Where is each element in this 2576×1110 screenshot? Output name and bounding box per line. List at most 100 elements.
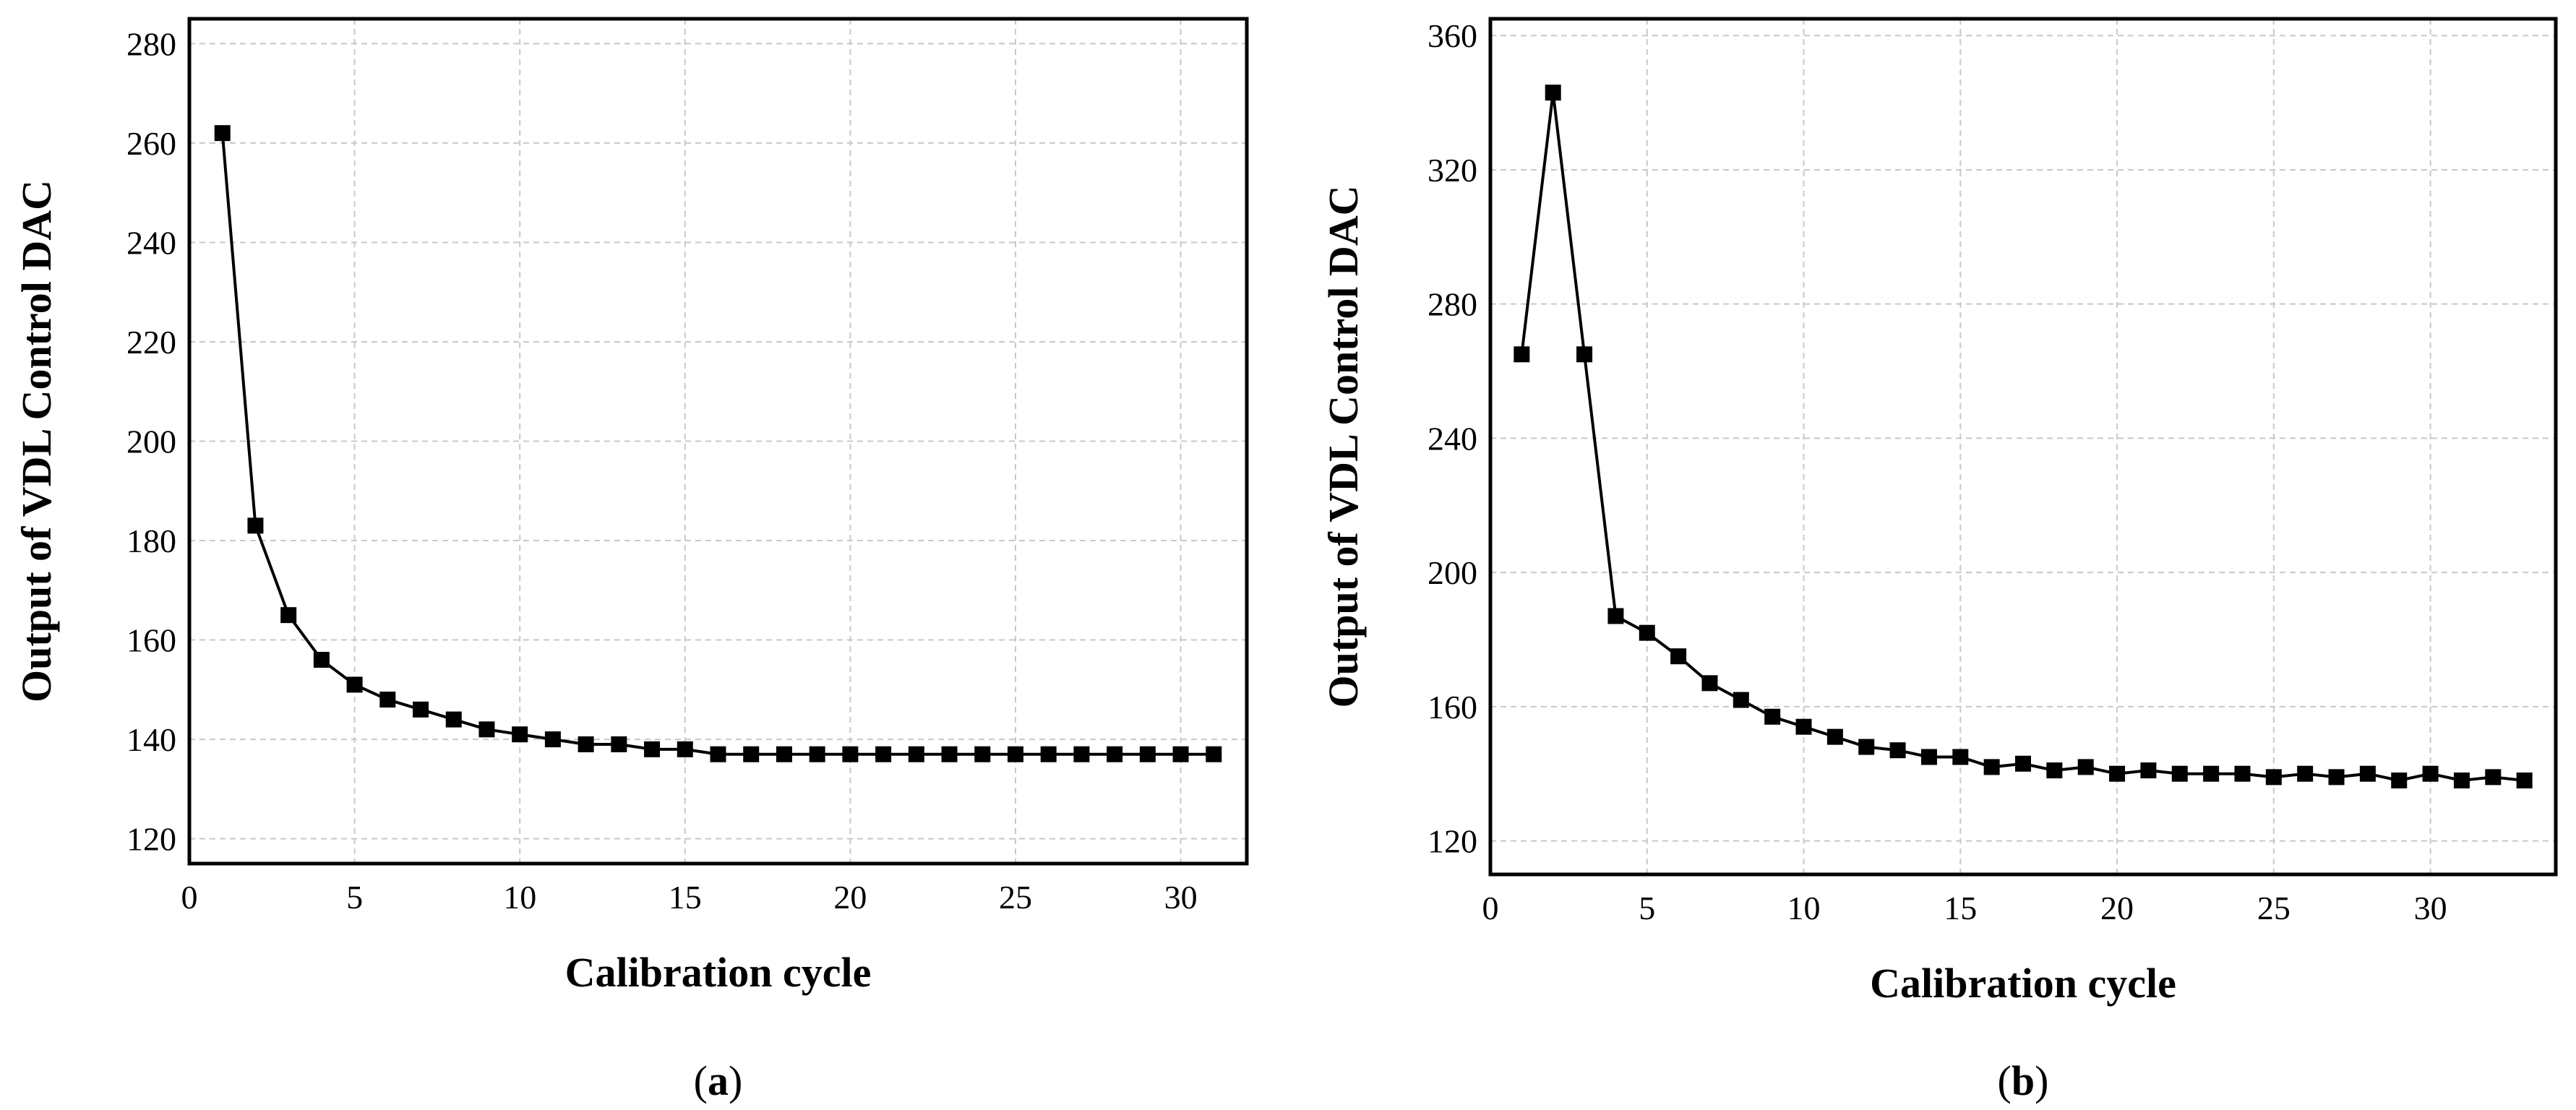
data-point xyxy=(445,711,462,728)
data-point xyxy=(908,746,924,762)
data-point xyxy=(346,676,363,693)
data-point xyxy=(2171,765,2188,782)
data-point xyxy=(578,736,594,752)
data-point xyxy=(809,746,825,762)
data-point xyxy=(1576,346,1593,363)
data-point xyxy=(2391,772,2408,788)
data-point xyxy=(1206,746,1222,762)
data-point xyxy=(611,736,627,752)
x-tick-label: 15 xyxy=(1944,890,1977,926)
x-tick-label: 25 xyxy=(999,879,1032,916)
y-axis-title: Output of VDL Control DAC xyxy=(1320,186,1367,708)
data-point xyxy=(1795,718,1812,735)
data-point xyxy=(2203,765,2220,782)
y-tick-label: 200 xyxy=(126,423,176,460)
y-tick-label: 180 xyxy=(126,522,176,559)
data-point xyxy=(1889,742,1906,759)
data-point xyxy=(2265,769,2282,786)
data-point xyxy=(1920,749,1937,765)
data-point xyxy=(2234,765,2251,782)
panel-caption: (b) xyxy=(1998,1057,2049,1104)
x-tick-label: 15 xyxy=(669,879,702,916)
data-point xyxy=(544,731,561,748)
data-point xyxy=(710,746,726,762)
data-point xyxy=(941,746,958,762)
x-tick-label: 0 xyxy=(1482,890,1499,926)
data-point xyxy=(1733,692,1749,708)
series-line xyxy=(1520,92,2525,783)
y-tick-label: 280 xyxy=(126,25,176,62)
x-tick-label: 25 xyxy=(2257,890,2291,926)
data-point xyxy=(478,721,495,738)
y-tick-label: 280 xyxy=(1427,286,1477,323)
data-point xyxy=(2359,765,2376,782)
y-tick-label: 320 xyxy=(1427,152,1477,189)
data-point xyxy=(1073,746,1090,762)
data-point xyxy=(1107,746,1123,762)
data-point xyxy=(1139,746,1156,762)
data-point xyxy=(247,517,264,534)
y-tick-label: 120 xyxy=(126,821,176,858)
y-tick-label: 260 xyxy=(126,125,176,162)
x-tick-label: 30 xyxy=(1164,879,1198,916)
data-point xyxy=(644,741,661,757)
plot-frame xyxy=(187,17,1249,866)
y-tick-label: 200 xyxy=(1427,554,1477,591)
data-point xyxy=(2046,762,2063,779)
data-point xyxy=(1952,749,1969,765)
data-point xyxy=(2015,755,2031,772)
x-axis-title: Calibration cycle xyxy=(1870,960,2176,1007)
y-tick-label: 220 xyxy=(126,324,176,361)
x-tick-label: 20 xyxy=(2100,890,2134,926)
data-point xyxy=(1514,346,1530,363)
data-point xyxy=(875,746,892,762)
data-point xyxy=(2077,759,2094,775)
data-point xyxy=(313,652,330,668)
chart-panel-b: 0 5 10 15 20 25 30 120 160 200 240 280 320 360 Calibra… xyxy=(1320,17,2558,1104)
data-point xyxy=(280,607,297,624)
data-point xyxy=(1607,608,1624,624)
data-point xyxy=(1172,746,1189,762)
y-tick-label: 120 xyxy=(1427,823,1477,860)
data-point xyxy=(1545,85,1561,101)
y-tick-label: 240 xyxy=(126,224,176,261)
x-axis-title: Calibration cycle xyxy=(565,949,872,996)
chart-panel-a: 0 5 10 15 20 25 30 120 140 160 180 200 220 240 260 280 C… xyxy=(13,17,1249,1104)
data-point xyxy=(776,746,792,762)
x-tick-label: 5 xyxy=(346,879,363,916)
x-tick-label: 10 xyxy=(1787,890,1821,926)
y-tick-label: 360 xyxy=(1427,17,1477,54)
data-point xyxy=(677,741,693,757)
data-point xyxy=(1858,739,1875,755)
data-point xyxy=(214,125,231,142)
data-point xyxy=(512,726,528,743)
data-point xyxy=(974,746,991,762)
data-point xyxy=(743,746,760,762)
series-line xyxy=(220,132,1214,756)
x-tick-label: 30 xyxy=(2414,890,2447,926)
data-point xyxy=(1764,708,1781,725)
x-tick-label: 20 xyxy=(833,879,867,916)
data-point xyxy=(1670,648,1687,665)
x-tick-label: 0 xyxy=(181,879,198,916)
data-point xyxy=(2109,765,2126,782)
data-point xyxy=(2422,765,2439,782)
data-point xyxy=(1007,746,1023,762)
x-tick-label: 10 xyxy=(503,879,536,916)
data-point xyxy=(2140,762,2157,779)
data-point xyxy=(1040,746,1057,762)
data-point xyxy=(2297,765,2314,782)
data-point xyxy=(2485,769,2502,786)
y-axis-title: Output of VDL Control DAC xyxy=(13,180,60,702)
data-point xyxy=(1983,759,2000,775)
data-point xyxy=(2516,772,2533,788)
y-tick-label: 140 xyxy=(126,721,176,758)
data-point xyxy=(1826,728,1843,745)
x-tick-label: 5 xyxy=(1639,890,1655,926)
data-point xyxy=(1639,624,1655,641)
plot-frame xyxy=(1488,17,2558,877)
panel-caption: (a) xyxy=(694,1057,743,1104)
data-point xyxy=(413,701,429,718)
data-point xyxy=(1701,675,1718,692)
